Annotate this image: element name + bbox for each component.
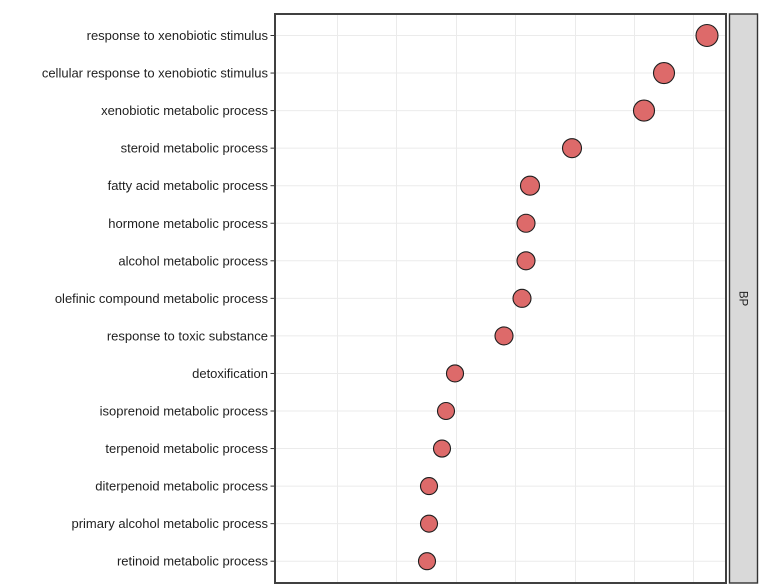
- y-axis: response to xenobiotic stimulus cellular …: [42, 28, 275, 569]
- data-point: [419, 514, 439, 533]
- y-axis-label: response to toxic substance: [107, 328, 268, 343]
- y-axis-label: alcohol metabolic process: [118, 253, 268, 268]
- data-point: [519, 175, 541, 196]
- data-points: [417, 23, 719, 571]
- y-axis-label: detoxification: [192, 366, 268, 381]
- data-point: [516, 251, 536, 271]
- y-axis-label: isoprenoid metabolic process: [100, 404, 269, 419]
- data-point: [652, 62, 676, 85]
- panel-border: [274, 13, 727, 584]
- y-axis-label: diterpenoid metabolic process: [95, 479, 268, 494]
- data-point: [445, 364, 465, 383]
- data-point: [632, 99, 656, 122]
- y-gridlines: [276, 35, 725, 562]
- y-axis-label: cellular response to xenobiotic stimulus: [42, 66, 269, 81]
- y-axis-label: response to xenobiotic stimulus: [87, 28, 269, 43]
- data-point: [432, 439, 452, 458]
- data-point: [436, 401, 456, 421]
- y-axis-label: hormone metabolic process: [108, 216, 268, 231]
- y-axis-label: retinoid metabolic process: [117, 554, 269, 569]
- y-axis-label: steroid metabolic process: [121, 141, 269, 156]
- data-point: [695, 23, 719, 48]
- data-point: [516, 213, 536, 233]
- data-point: [417, 552, 437, 571]
- facet-strip: [728, 13, 759, 584]
- y-axis-label: terpenoid metabolic process: [105, 441, 268, 456]
- data-point: [419, 477, 439, 496]
- y-axis-label: olefinic compound metabolic process: [55, 291, 269, 306]
- y-axis-label: xenobiotic metabolic process: [101, 103, 268, 118]
- facet-strip-label: BP: [737, 291, 749, 307]
- data-point: [561, 138, 583, 159]
- data-point: [512, 288, 532, 308]
- y-axis-label: fatty acid metabolic process: [108, 178, 269, 193]
- y-axis-label: primary alcohol metabolic process: [71, 516, 268, 531]
- data-point: [494, 326, 514, 346]
